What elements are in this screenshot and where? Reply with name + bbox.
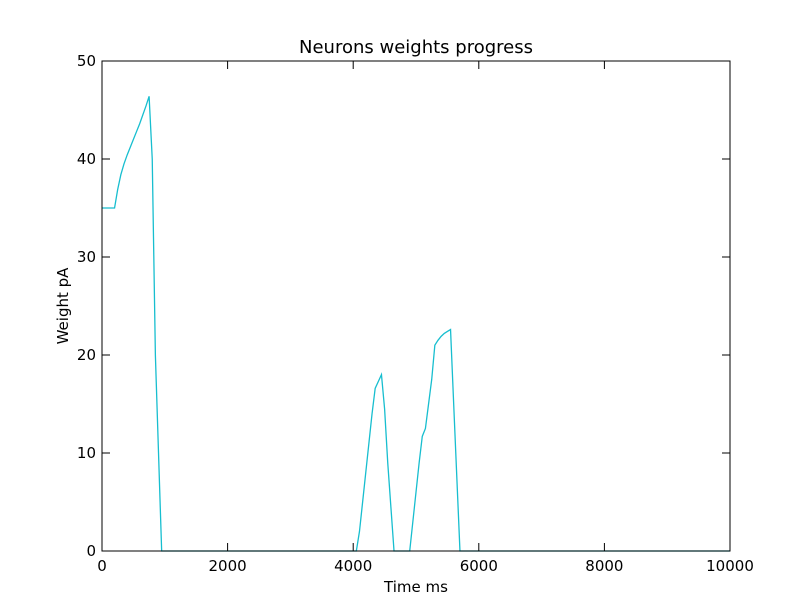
y-tick-label: 0 (86, 542, 96, 560)
x-tick-label: 10000 (706, 557, 754, 575)
y-tick-label: 20 (77, 346, 96, 364)
chart-title: Neurons weights progress (299, 37, 533, 58)
y-tick-label: 50 (77, 52, 96, 70)
x-tick-label: 6000 (460, 557, 498, 575)
y-tick-label: 10 (77, 444, 96, 462)
series-line-0 (102, 96, 730, 552)
y-tick-label: 40 (77, 150, 96, 168)
plot-area (102, 61, 730, 551)
x-axis-label: Time ms (383, 578, 448, 596)
tick-layer: 0 2000 4000 6000 8000 10000 0 10 20 30 40 50 (77, 52, 754, 575)
x-tick-label: 0 (97, 557, 107, 575)
x-tick-label: 4000 (334, 557, 372, 575)
x-tick-label: 2000 (209, 557, 247, 575)
y-axis-label: Weight pA (54, 267, 72, 345)
y-tick-label: 30 (77, 248, 96, 266)
series-layer (102, 96, 730, 552)
x-tick-label: 8000 (585, 557, 623, 575)
plot-frame (101, 60, 731, 552)
